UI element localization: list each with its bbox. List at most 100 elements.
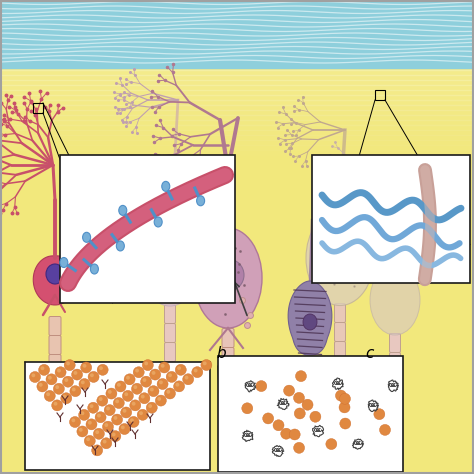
Circle shape bbox=[84, 436, 95, 447]
Bar bbox=[0, 130, 474, 135]
Circle shape bbox=[177, 366, 181, 370]
Circle shape bbox=[37, 381, 48, 392]
Circle shape bbox=[61, 393, 72, 404]
Circle shape bbox=[31, 374, 35, 377]
Circle shape bbox=[106, 388, 117, 399]
Circle shape bbox=[81, 362, 91, 373]
Circle shape bbox=[115, 400, 119, 403]
Bar bbox=[0, 150, 474, 155]
Circle shape bbox=[161, 364, 164, 368]
Bar bbox=[0, 70, 474, 75]
Circle shape bbox=[112, 433, 116, 437]
Bar bbox=[0, 110, 474, 115]
Bar bbox=[0, 125, 474, 130]
Circle shape bbox=[73, 371, 77, 375]
Circle shape bbox=[293, 392, 304, 403]
Circle shape bbox=[339, 393, 350, 404]
Circle shape bbox=[44, 391, 55, 401]
Circle shape bbox=[101, 438, 112, 449]
Ellipse shape bbox=[46, 264, 64, 284]
Circle shape bbox=[192, 367, 203, 378]
Bar bbox=[0, 65, 474, 70]
Circle shape bbox=[152, 371, 155, 375]
Circle shape bbox=[72, 419, 75, 422]
FancyBboxPatch shape bbox=[335, 341, 346, 361]
Circle shape bbox=[159, 362, 170, 373]
Circle shape bbox=[157, 379, 168, 390]
Circle shape bbox=[122, 391, 133, 401]
Bar bbox=[0, 80, 474, 85]
Ellipse shape bbox=[162, 182, 170, 191]
Circle shape bbox=[144, 362, 148, 365]
Bar bbox=[0, 120, 474, 125]
Ellipse shape bbox=[306, 210, 374, 306]
Bar bbox=[375, 90, 385, 100]
Circle shape bbox=[150, 369, 161, 380]
Circle shape bbox=[132, 402, 136, 406]
Circle shape bbox=[273, 420, 284, 431]
Circle shape bbox=[103, 440, 107, 444]
Circle shape bbox=[57, 369, 61, 373]
Circle shape bbox=[374, 409, 385, 419]
Ellipse shape bbox=[197, 196, 205, 206]
Bar bbox=[33, 103, 43, 113]
Bar bbox=[0, 145, 474, 150]
Circle shape bbox=[54, 402, 57, 406]
FancyBboxPatch shape bbox=[164, 438, 175, 456]
Circle shape bbox=[155, 395, 166, 406]
Circle shape bbox=[294, 408, 305, 419]
Circle shape bbox=[124, 392, 128, 396]
Circle shape bbox=[194, 369, 198, 373]
Circle shape bbox=[81, 411, 84, 415]
Circle shape bbox=[166, 372, 177, 383]
FancyBboxPatch shape bbox=[390, 334, 401, 353]
FancyBboxPatch shape bbox=[305, 375, 315, 394]
Circle shape bbox=[182, 374, 194, 385]
Circle shape bbox=[142, 360, 153, 371]
Bar bbox=[219, 406, 227, 414]
Circle shape bbox=[63, 395, 66, 399]
FancyBboxPatch shape bbox=[164, 362, 175, 381]
Circle shape bbox=[117, 383, 121, 387]
Ellipse shape bbox=[156, 242, 184, 268]
Circle shape bbox=[119, 424, 130, 435]
FancyBboxPatch shape bbox=[164, 323, 175, 343]
Text: b: b bbox=[216, 346, 226, 361]
Polygon shape bbox=[288, 281, 332, 355]
Bar bbox=[0, 90, 474, 95]
Circle shape bbox=[130, 400, 141, 411]
Circle shape bbox=[326, 438, 337, 449]
Circle shape bbox=[88, 421, 92, 425]
Circle shape bbox=[150, 388, 154, 392]
FancyBboxPatch shape bbox=[390, 353, 401, 372]
Circle shape bbox=[137, 410, 148, 420]
Circle shape bbox=[93, 447, 98, 451]
Ellipse shape bbox=[325, 234, 355, 262]
Bar bbox=[0, 60, 474, 65]
Circle shape bbox=[29, 372, 40, 383]
FancyBboxPatch shape bbox=[49, 392, 61, 411]
Bar bbox=[46, 404, 54, 412]
Circle shape bbox=[99, 366, 103, 370]
Circle shape bbox=[157, 397, 161, 401]
Circle shape bbox=[70, 417, 81, 428]
Circle shape bbox=[90, 404, 93, 408]
Ellipse shape bbox=[194, 228, 262, 328]
Bar bbox=[0, 105, 474, 110]
Circle shape bbox=[113, 398, 124, 409]
FancyBboxPatch shape bbox=[49, 317, 61, 336]
Circle shape bbox=[380, 424, 391, 436]
Circle shape bbox=[52, 400, 63, 411]
Circle shape bbox=[88, 402, 99, 413]
FancyBboxPatch shape bbox=[335, 322, 346, 341]
Circle shape bbox=[110, 431, 121, 442]
FancyBboxPatch shape bbox=[222, 385, 234, 404]
Circle shape bbox=[159, 381, 163, 384]
Circle shape bbox=[166, 390, 170, 394]
Circle shape bbox=[143, 378, 146, 382]
Circle shape bbox=[102, 421, 113, 432]
Bar bbox=[0, 0, 474, 68]
FancyBboxPatch shape bbox=[222, 443, 234, 462]
Circle shape bbox=[97, 414, 101, 418]
FancyBboxPatch shape bbox=[222, 366, 234, 385]
